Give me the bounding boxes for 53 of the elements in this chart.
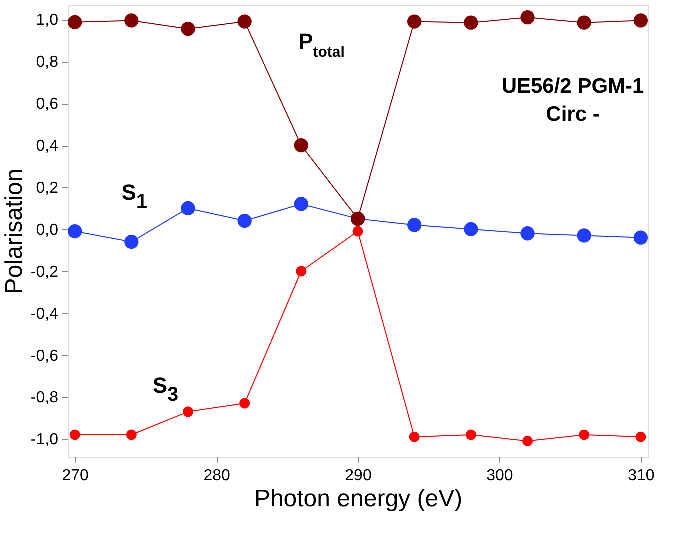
y-tick-label: 0,0 [36, 222, 59, 239]
y-tick-label: -0,4 [30, 306, 59, 323]
point [408, 218, 422, 232]
point [520, 10, 535, 25]
y-tick-label: -0,6 [30, 348, 59, 365]
point [181, 201, 196, 216]
point [352, 226, 364, 237]
series-label: S3 [152, 373, 179, 406]
point [181, 22, 196, 36]
point [579, 430, 590, 440]
y-tick-label: 0,2 [36, 180, 59, 197]
x-tick-label: 310 [628, 468, 655, 484]
point [522, 436, 533, 447]
point [238, 14, 252, 29]
point [296, 266, 307, 277]
point [183, 406, 194, 418]
point [634, 230, 648, 245]
point [70, 430, 80, 440]
point [466, 430, 476, 440]
y-tick-label: 1,0 [36, 12, 59, 30]
y-tick-label: -1,0 [30, 432, 59, 449]
y-tick-label: 0,6 [36, 96, 59, 114]
point [577, 228, 592, 243]
annotation: Circ - [546, 103, 600, 126]
y-tick-label: -0,8 [30, 390, 59, 407]
y-axis-title: Polarisation [0, 168, 28, 294]
x-tick-label: 300 [486, 468, 514, 484]
point [577, 16, 592, 30]
y-tick-label: -0,2 [30, 264, 59, 281]
point [124, 234, 139, 250]
series-label: S1 [122, 180, 148, 214]
point [520, 226, 535, 241]
point [124, 14, 139, 28]
point [636, 432, 646, 442]
y-tick-label: 0,4 [36, 138, 59, 156]
point [464, 222, 478, 236]
point [126, 430, 137, 440]
point [68, 224, 82, 239]
point [408, 14, 422, 29]
annotation: UE56/2 PGM-1 [502, 75, 645, 98]
x-tick-label: 270 [62, 468, 90, 484]
x-axis-title: Photon energy (eV) [254, 486, 463, 512]
point [634, 14, 648, 28]
point [294, 197, 308, 212]
x-tick-label: 290 [345, 468, 372, 484]
point [68, 15, 82, 30]
point [294, 138, 308, 153]
point [240, 398, 250, 409]
y-tick-label: 0,8 [36, 54, 59, 72]
point [238, 214, 252, 228]
point [409, 432, 420, 442]
x-tick-label: 280 [204, 468, 230, 484]
point [464, 16, 478, 30]
